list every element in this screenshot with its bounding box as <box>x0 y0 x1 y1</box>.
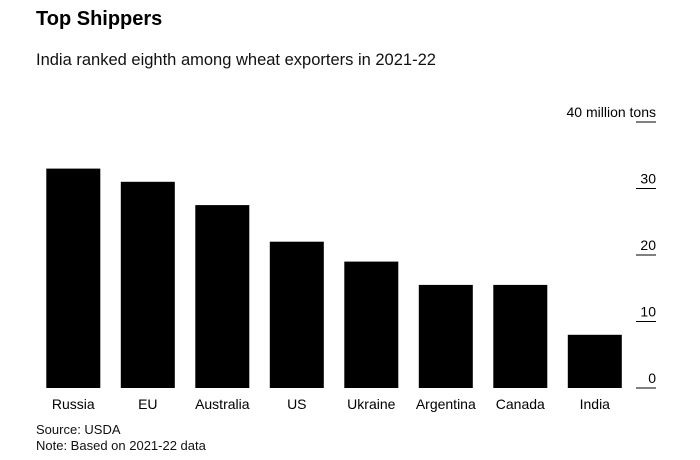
bar-us <box>269 241 324 388</box>
bar-canada <box>493 284 548 388</box>
bar-argentina <box>418 284 473 388</box>
category-label-australia: Australia <box>195 396 250 412</box>
category-label-india: India <box>580 396 611 412</box>
y-tick-label-0: 0 <box>648 370 656 386</box>
chart-subtitle: India ranked eighth among wheat exporter… <box>36 51 436 69</box>
bar-australia <box>195 205 250 388</box>
category-label-argentina: Argentina <box>416 396 476 412</box>
bar-india <box>567 334 622 388</box>
y-tick-label-30: 30 <box>640 171 656 187</box>
bar-russia <box>46 168 101 388</box>
data-note: Note: Based on 2021-22 data <box>36 438 206 453</box>
category-label-us: US <box>287 396 306 412</box>
bar-chart: Russia EU Australia US Ukraine Argentina Canad… <box>46 104 657 412</box>
category-label-canada: Canada <box>496 396 545 412</box>
y-tick-label-10: 10 <box>640 304 656 320</box>
bar-eu <box>120 181 175 388</box>
category-label-eu: EU <box>138 396 157 412</box>
y-tick-label-40: 40 million tons <box>567 104 657 120</box>
category-label-russia: Russia <box>52 396 95 412</box>
source-note: Source: USDA <box>36 422 121 437</box>
bar-ukraine <box>344 261 399 388</box>
category-label-ukraine: Ukraine <box>347 396 395 412</box>
chart-title: Top Shippers <box>36 8 163 30</box>
y-tick-label-20: 20 <box>640 237 656 253</box>
